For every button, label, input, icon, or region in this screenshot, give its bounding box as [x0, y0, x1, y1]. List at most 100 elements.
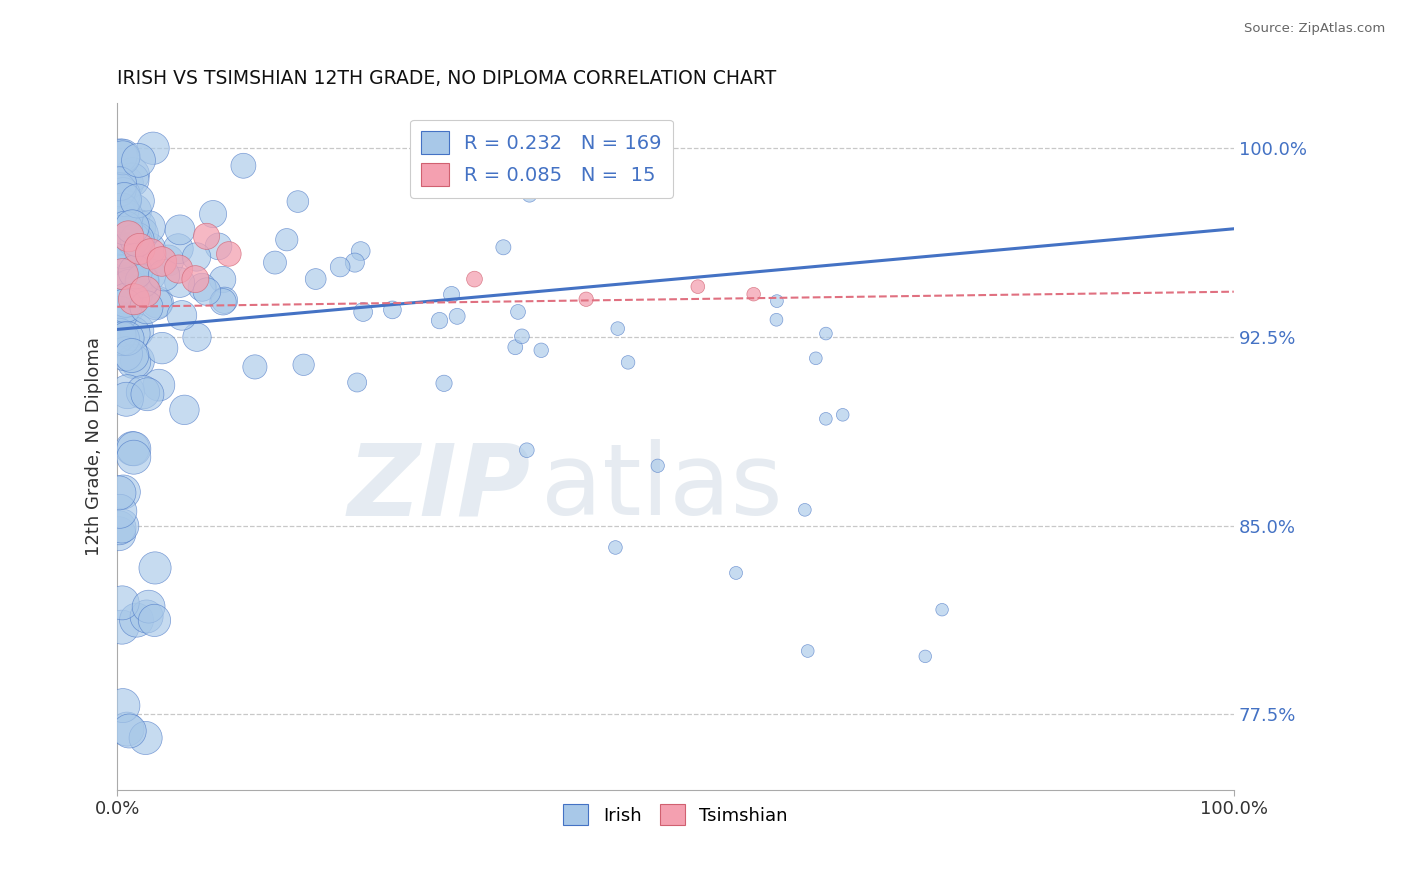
Point — [112, 187, 135, 202]
Point — [510, 329, 533, 343]
Point — [195, 285, 218, 299]
Point — [127, 194, 149, 208]
Point — [796, 644, 818, 658]
Point — [492, 240, 515, 254]
Y-axis label: 12th Grade, No Diploma: 12th Grade, No Diploma — [86, 337, 103, 556]
Point — [433, 376, 456, 391]
Point — [135, 300, 157, 314]
Point — [114, 212, 136, 227]
Point — [276, 233, 298, 247]
Point — [110, 306, 132, 320]
Point — [112, 262, 135, 277]
Point — [243, 359, 266, 374]
Point — [110, 261, 132, 276]
Point — [138, 599, 160, 614]
Point — [132, 385, 155, 400]
Text: IRISH VS TSIMSHIAN 12TH GRADE, NO DIPLOMA CORRELATION CHART: IRISH VS TSIMSHIAN 12TH GRADE, NO DIPLOM… — [117, 69, 776, 87]
Point — [742, 287, 765, 301]
Point — [232, 159, 254, 173]
Point — [131, 274, 153, 288]
Point — [135, 609, 157, 624]
Point — [115, 331, 138, 345]
Point — [212, 294, 235, 309]
Point — [122, 246, 145, 260]
Point — [167, 262, 190, 277]
Point — [214, 293, 236, 308]
Point — [343, 255, 366, 269]
Point — [186, 330, 208, 344]
Point — [138, 268, 160, 282]
Point — [814, 326, 837, 341]
Point — [107, 526, 129, 541]
Point — [108, 177, 131, 191]
Point — [114, 194, 136, 208]
Point — [287, 194, 309, 209]
Point — [218, 247, 240, 261]
Point — [506, 305, 529, 319]
Point — [150, 254, 173, 268]
Point — [110, 149, 132, 163]
Point — [519, 187, 541, 202]
Point — [107, 253, 129, 268]
Point — [117, 229, 139, 244]
Point — [831, 408, 853, 422]
Point — [111, 267, 134, 281]
Point — [793, 503, 815, 517]
Point — [292, 358, 315, 372]
Text: atlas: atlas — [541, 439, 783, 536]
Point — [110, 281, 132, 295]
Point — [381, 302, 404, 317]
Point — [128, 153, 150, 168]
Point — [145, 296, 167, 310]
Point — [107, 302, 129, 317]
Point — [112, 293, 135, 307]
Point — [128, 242, 150, 256]
Point — [108, 183, 131, 197]
Point — [115, 210, 138, 224]
Point — [114, 231, 136, 245]
Point — [121, 442, 143, 456]
Point — [516, 443, 538, 458]
Text: Source: ZipAtlas.com: Source: ZipAtlas.com — [1244, 22, 1385, 36]
Point — [503, 340, 526, 354]
Point — [107, 282, 129, 296]
Point — [124, 234, 146, 248]
Point — [346, 376, 368, 390]
Point — [440, 287, 463, 301]
Point — [766, 294, 789, 309]
Point — [121, 273, 143, 287]
Point — [121, 219, 143, 234]
Point — [125, 285, 148, 300]
Point — [138, 220, 160, 235]
Point — [121, 173, 143, 187]
Point — [111, 245, 134, 260]
Point — [120, 285, 142, 300]
Point — [647, 458, 669, 473]
Point — [112, 251, 135, 265]
Point — [115, 273, 138, 287]
Point — [724, 566, 747, 580]
Point — [170, 309, 193, 323]
Point — [605, 541, 627, 555]
Point — [530, 343, 553, 358]
Point — [121, 349, 143, 363]
Point — [121, 232, 143, 246]
Point — [128, 219, 150, 234]
Point — [110, 292, 132, 306]
Point — [124, 265, 146, 279]
Point — [134, 285, 156, 299]
Point — [118, 723, 141, 738]
Point — [114, 283, 136, 297]
Point — [115, 259, 138, 273]
Point — [112, 485, 135, 500]
Point — [108, 504, 131, 518]
Point — [112, 193, 135, 207]
Point — [115, 231, 138, 245]
Point — [115, 392, 138, 407]
Point — [575, 292, 598, 306]
Point — [117, 248, 139, 262]
Point — [931, 603, 953, 617]
Point — [107, 194, 129, 209]
Point — [127, 233, 149, 247]
Point — [804, 351, 827, 366]
